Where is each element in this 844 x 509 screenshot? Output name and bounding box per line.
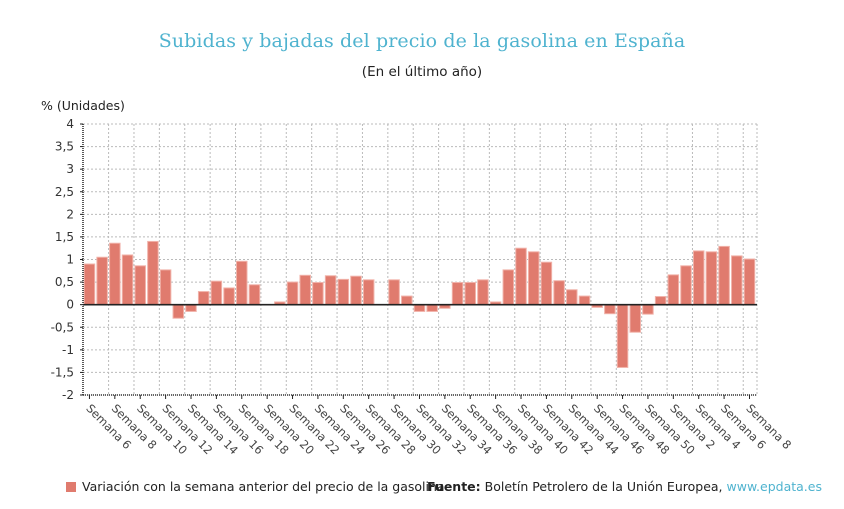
bar — [147, 240, 159, 306]
source-label: Fuente: — [427, 479, 481, 494]
source-note: Fuente: Boletín Petrolero de la Unión Eu… — [427, 479, 822, 494]
legend-swatch — [66, 481, 76, 492]
bar — [540, 261, 553, 306]
bar — [172, 304, 185, 319]
y-tick-label: 1,5 — [55, 230, 74, 244]
bar — [692, 250, 705, 306]
bar — [312, 282, 324, 306]
y-tick-label: 2,5 — [55, 185, 74, 199]
bar — [248, 284, 261, 306]
bar — [527, 251, 540, 306]
bar — [718, 245, 730, 306]
y-tick-label: -1,5 — [51, 365, 74, 379]
source-text: Boletín Petrolero de la Unión Europea, — [484, 479, 723, 494]
bar — [667, 274, 680, 306]
bar — [413, 304, 426, 312]
y-axis-label: % (Unidades) — [41, 98, 125, 113]
bar — [223, 287, 235, 306]
y-tick-labels: 4 3,5 3 2,5 2 1,5 1 0,5 0 -0,5 -1 -1,5 -2 — [51, 117, 74, 402]
source-link[interactable]: www.epdata.es — [726, 479, 822, 494]
bar — [566, 289, 578, 306]
y-tick-label: -2 — [62, 388, 74, 402]
bar — [197, 291, 210, 306]
bar — [553, 280, 565, 306]
bar-chart: 4 3,5 3 2,5 2 1,5 1 0,5 0 -0,5 -1 -1,5 -2 Semana 6Se… — [51, 117, 795, 457]
chart-title: Subidas y bajadas del precio de la gasol… — [158, 30, 686, 52]
bar — [236, 260, 248, 306]
bar — [629, 304, 641, 333]
bar — [451, 282, 464, 306]
bar — [324, 275, 337, 306]
grid-lines — [83, 123, 758, 396]
bar — [134, 265, 146, 306]
bar — [578, 295, 591, 306]
y-tick-label: -1 — [62, 343, 74, 357]
bar — [83, 263, 96, 306]
y-tick-label: 0 — [66, 298, 74, 312]
bar — [185, 304, 197, 312]
bar — [286, 281, 299, 306]
bar — [362, 279, 375, 306]
bar — [159, 269, 172, 306]
bar — [210, 280, 223, 306]
bar — [337, 278, 350, 306]
bar — [464, 282, 476, 306]
bar — [477, 279, 489, 306]
y-tick-label: 0,5 — [55, 275, 74, 289]
bar — [121, 254, 134, 306]
bar — [680, 265, 692, 306]
axes — [80, 123, 757, 399]
y-tick-label: 1 — [66, 253, 74, 267]
bar — [515, 247, 527, 306]
bar — [401, 295, 413, 306]
bar — [426, 304, 438, 312]
bar — [604, 304, 616, 315]
legend-label: Variación con la semana anterior del pre… — [82, 479, 445, 494]
bar — [743, 258, 756, 306]
bar — [96, 256, 108, 306]
bar — [654, 296, 667, 306]
bar — [502, 269, 515, 306]
y-tick-label: 3,5 — [55, 140, 74, 154]
bar — [731, 255, 743, 306]
y-tick-label: -0,5 — [51, 320, 74, 334]
bar — [109, 242, 121, 306]
y-tick-label: 4 — [66, 117, 74, 131]
bar — [299, 274, 311, 306]
legend: Variación con la semana anterior del pre… — [66, 479, 445, 494]
bar — [616, 304, 629, 368]
chart-subtitle: (En el último año) — [361, 64, 483, 80]
bar — [705, 251, 718, 306]
bar — [642, 304, 654, 315]
bar — [350, 275, 362, 306]
y-tick-label: 2 — [66, 207, 74, 221]
bar — [388, 279, 400, 306]
y-tick-label: 3 — [66, 162, 74, 176]
